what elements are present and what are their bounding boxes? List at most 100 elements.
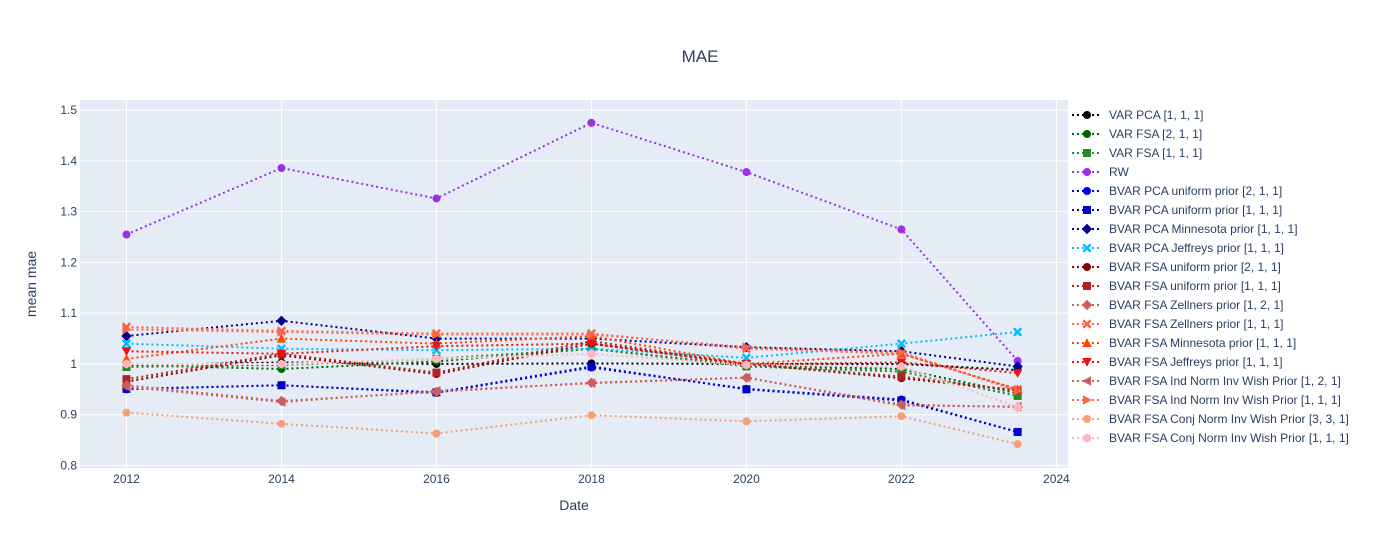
legend-item[interactable]: BVAR FSA uniform prior [2, 1, 1] [1072,260,1281,274]
data-point[interactable] [277,164,286,173]
legend-item[interactable]: BVAR FSA Jeffreys prior [1, 1, 1] [1072,355,1283,369]
legend-swatch-marker[interactable] [1083,395,1092,405]
data-point[interactable] [1013,327,1023,337]
data-point[interactable] [121,381,131,392]
data-point[interactable] [897,225,906,234]
legend-swatch-marker[interactable] [1082,358,1092,367]
data-point[interactable] [897,347,907,358]
data-point[interactable] [432,329,442,340]
legend-item[interactable]: BVAR PCA Minnesota prior [1, 1, 1] [1072,222,1298,236]
data-point[interactable] [741,372,751,383]
data-point[interactable] [277,419,286,428]
data-point[interactable] [432,429,441,438]
data-point[interactable] [277,359,286,369]
data-point[interactable] [897,412,906,421]
data-point[interactable] [586,339,597,349]
data-point[interactable] [276,333,287,343]
legend-swatch-marker[interactable] [1083,263,1091,271]
legend-item[interactable]: BVAR PCA Jeffreys prior [1, 1, 1] [1072,241,1284,255]
data-point[interactable] [1013,386,1023,396]
data-point[interactable] [897,367,906,376]
data-point[interactable] [742,417,751,426]
data-point[interactable] [1013,391,1022,400]
chart-title: MAE [682,47,719,66]
data-point[interactable] [277,327,287,337]
legend-swatch-marker[interactable] [1081,299,1093,311]
legend-item[interactable]: BVAR FSA Ind Norm Inv Wish Prior [1, 1, … [1072,393,1341,407]
data-point[interactable] [432,194,441,203]
data-point[interactable] [122,359,131,369]
data-point[interactable] [431,342,442,351]
legend-swatch-marker[interactable] [1083,433,1091,443]
data-point[interactable] [121,339,132,349]
data-point[interactable] [276,349,287,359]
legend-item[interactable]: VAR PCA [1, 1, 1] [1072,108,1204,122]
legend-swatch-marker[interactable] [1083,111,1091,119]
data-point[interactable] [587,118,596,127]
data-point[interactable] [122,230,131,239]
legend-item[interactable]: BVAR FSA Zellners prior [1, 2, 1] [1072,298,1284,312]
x-axis-title: Date [559,497,589,513]
data-point[interactable] [122,324,132,335]
legend-swatch-marker[interactable] [1083,206,1091,214]
data-point[interactable] [276,397,286,407]
data-point[interactable] [276,315,287,326]
y-tick-label: 1.3 [60,205,77,219]
legend-swatch-marker[interactable] [1083,415,1091,423]
data-point[interactable] [586,378,596,389]
data-point[interactable] [122,375,131,384]
data-point[interactable] [897,361,906,372]
data-point[interactable] [742,385,751,394]
data-point[interactable] [1013,402,1022,412]
legend-label: BVAR FSA Zellners prior [1, 1, 1] [1109,317,1284,331]
legend-swatch-marker[interactable] [1083,168,1091,176]
data-point[interactable] [277,381,286,390]
data-point[interactable] [1012,369,1023,378]
legend-swatch-marker[interactable] [1082,319,1092,329]
data-point[interactable] [431,386,441,396]
data-point[interactable] [1013,427,1022,436]
legend-item[interactable]: BVAR FSA Conj Norm Inv Wish Prior [1, 1,… [1072,431,1349,445]
data-point[interactable] [587,411,596,420]
legend-label: RW [1109,165,1129,179]
data-point[interactable] [587,329,597,340]
legend-swatch-marker[interactable] [1082,376,1091,386]
legend-label: VAR FSA [2, 1, 1] [1109,127,1202,141]
legend-swatch-marker[interactable] [1082,243,1092,253]
data-point[interactable] [897,372,906,381]
data-point[interactable] [742,168,751,177]
y-tick-label: 1.4 [60,154,77,168]
data-point[interactable] [122,408,131,417]
legend-item[interactable]: BVAR FSA Conj Norm Inv Wish Prior [3, 3,… [1072,412,1349,426]
legend-swatch-marker[interactable] [1081,223,1093,235]
legend-item[interactable]: BVAR FSA uniform prior [1, 1, 1] [1072,279,1281,293]
legend-item[interactable]: BVAR PCA uniform prior [1, 1, 1] [1072,203,1282,217]
data-point[interactable] [587,362,596,371]
data-point[interactable] [742,360,751,370]
data-point[interactable] [587,349,596,359]
data-point[interactable] [896,339,906,349]
data-point[interactable] [121,347,132,357]
legend-item[interactable]: VAR FSA [2, 1, 1] [1072,127,1202,141]
legend-item[interactable]: BVAR PCA uniform prior [2, 1, 1] [1072,184,1282,198]
legend-item[interactable]: BVAR FSA Minnesota prior [1, 1, 1] [1072,336,1296,350]
y-tick-label: 0.8 [60,458,77,472]
legend-swatch-marker[interactable] [1083,187,1091,195]
legend-item[interactable]: RW [1072,165,1129,179]
legend-label: BVAR FSA Conj Norm Inv Wish Prior [3, 3,… [1109,412,1349,426]
legend-swatch-marker[interactable] [1083,149,1091,157]
data-point[interactable] [1013,440,1022,449]
data-point[interactable] [432,368,441,377]
data-point[interactable] [121,354,132,363]
legend-swatch-marker[interactable] [1083,282,1091,290]
legend-item[interactable]: BVAR FSA Ind Norm Inv Wish Prior [1, 2, … [1072,374,1341,388]
data-point[interactable] [1013,356,1022,365]
legend-item[interactable]: BVAR FSA Zellners prior [1, 1, 1] [1072,317,1284,331]
data-point[interactable] [896,400,906,411]
data-point[interactable] [742,342,752,352]
data-point[interactable] [432,354,441,364]
y-tick-labels: 0.8 0.9 1 1.1 1.2 1.3 1.4 1.5 [60,103,77,472]
legend-swatch-marker[interactable] [1082,338,1092,347]
legend-swatch-marker[interactable] [1083,130,1091,138]
legend-item[interactable]: VAR FSA [1, 1, 1] [1072,146,1202,160]
